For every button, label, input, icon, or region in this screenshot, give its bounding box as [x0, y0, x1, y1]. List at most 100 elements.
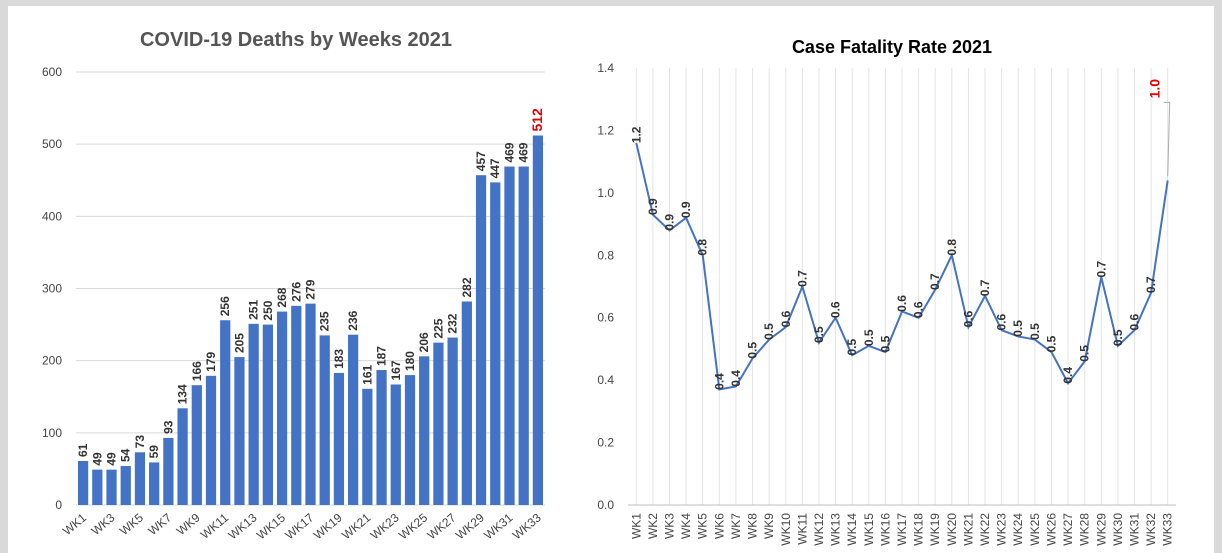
x-tick-label: WK6: [712, 513, 726, 539]
data-label: 161: [360, 364, 374, 384]
y-tick-label: 0.2: [597, 436, 614, 450]
data-label: 236: [346, 310, 360, 330]
data-label: 0.5: [878, 335, 892, 352]
data-label: 0.7: [795, 270, 809, 287]
x-tick-label: WK9: [762, 513, 776, 539]
data-label: 179: [204, 351, 218, 371]
bar: [518, 166, 529, 505]
x-tick-label: WK15: [862, 513, 876, 546]
bar: [333, 372, 345, 505]
data-label: 0.6: [829, 301, 843, 318]
data-label: 0.7: [978, 279, 992, 296]
x-tick-label: WK30: [1111, 513, 1125, 546]
x-tick-label: WK29: [1094, 513, 1108, 546]
x-tick-label: WK1: [629, 513, 643, 539]
y-tick-label: 1.0: [597, 186, 614, 200]
bar: [376, 370, 387, 505]
data-label: 447: [488, 158, 502, 178]
data-label: 256: [218, 296, 232, 316]
bar: [106, 469, 117, 505]
data-label: 0.6: [912, 301, 926, 318]
bar: [419, 356, 430, 505]
chart-title: Case Fatality Rate 2021: [792, 37, 992, 57]
data-label: 512: [529, 108, 545, 132]
bar: [475, 175, 487, 505]
bar: [404, 375, 416, 505]
bar: [276, 311, 288, 505]
y-tick-label: 300: [42, 282, 62, 296]
bar: [262, 324, 273, 505]
data-label: 268: [275, 287, 289, 307]
data-label: 0.7: [928, 273, 942, 290]
x-tick-label: WK10: [779, 513, 793, 546]
x-tick-label: WK19: [928, 513, 942, 546]
y-tick-label: 500: [42, 137, 62, 151]
data-label: 282: [460, 277, 474, 297]
data-label: 206: [417, 332, 431, 352]
y-tick-label: 600: [42, 65, 62, 79]
data-label: 49: [90, 452, 104, 466]
data-label: 59: [147, 445, 161, 459]
data-label: 279: [304, 279, 318, 299]
data-label: 0.5: [845, 339, 859, 356]
bar: [191, 385, 202, 505]
x-tick-label: WK14: [845, 513, 859, 546]
y-tick-label: 0: [55, 498, 62, 512]
data-label: 0.7: [1144, 276, 1158, 293]
bar: [248, 323, 259, 505]
x-tick-label: WK13: [829, 513, 843, 546]
data-label: 1.0: [1147, 79, 1163, 99]
bar: [205, 375, 217, 505]
leader-line: [1163, 101, 1171, 177]
bar: [490, 182, 501, 506]
x-tick-label: WK26: [1044, 513, 1058, 546]
data-label: 225: [431, 318, 445, 338]
bar: [177, 408, 188, 505]
x-tick-label: WK28: [1078, 513, 1092, 546]
y-tick-label: 0.0: [597, 498, 614, 512]
data-label: 0.5: [1011, 320, 1025, 337]
data-label: 0.5: [762, 323, 776, 340]
data-label: 469: [502, 142, 516, 162]
data-label: 54: [119, 448, 133, 462]
bar: [390, 384, 401, 505]
bar: [461, 301, 472, 505]
bar: [163, 437, 174, 505]
y-tick-label: 1.4: [597, 61, 614, 75]
x-tick-label: WK33: [1161, 513, 1175, 546]
bar: [305, 303, 316, 505]
data-label: 166: [190, 361, 204, 381]
data-label: 61: [76, 443, 90, 457]
bar: [120, 466, 131, 505]
data-label: 276: [289, 281, 303, 301]
data-label: 0.6: [779, 310, 793, 327]
x-tick-label: WK18: [912, 513, 926, 546]
x-tick-label: WK8: [746, 513, 760, 539]
x-tick-label: WK16: [878, 513, 892, 546]
data-label: 49: [105, 452, 119, 466]
bar: [291, 305, 302, 505]
data-label: 1.2: [629, 126, 643, 143]
x-tick-label: WK2: [646, 513, 660, 539]
data-label: 93: [161, 420, 175, 434]
data-label: 0.5: [1044, 335, 1058, 352]
x-tick-label: WK31: [1127, 513, 1141, 546]
x-tick-label: WK23: [995, 513, 1009, 546]
data-label: 0.6: [995, 314, 1009, 331]
data-label: 0.9: [646, 198, 660, 215]
data-label: 183: [332, 349, 346, 369]
data-label: 0.6: [1127, 314, 1141, 331]
bar: [447, 337, 458, 505]
bar: [362, 388, 373, 505]
x-tick-label: WK24: [1011, 513, 1025, 546]
data-label: 0.4: [1061, 367, 1075, 384]
data-label: 73: [133, 435, 147, 449]
x-tick-label: WK25: [1028, 513, 1042, 546]
data-label: 187: [375, 346, 389, 366]
data-label: 0.8: [945, 239, 959, 256]
data-label: 0.6: [961, 310, 975, 327]
x-tick-label: WK5: [696, 513, 710, 539]
bar: [220, 320, 231, 505]
bar: [319, 335, 330, 505]
